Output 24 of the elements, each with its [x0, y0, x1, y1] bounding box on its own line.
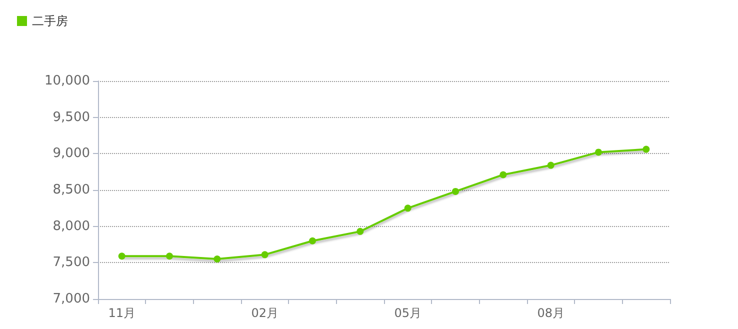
x-tick-label: 05月 [394, 306, 422, 320]
legend-label: 二手房 [32, 14, 68, 28]
point [500, 171, 507, 178]
point [404, 204, 412, 212]
point [547, 162, 554, 169]
x-tick-label: 11月 [108, 306, 136, 320]
y-tick-label: 9,500 [52, 110, 90, 125]
x-tick-label: 08月 [537, 306, 564, 320]
y-tick-label: 10,000 [44, 74, 90, 88]
point [452, 188, 459, 195]
point [642, 146, 650, 153]
point [356, 228, 364, 235]
x-tick-label: 02月 [251, 306, 278, 320]
point [118, 252, 126, 260]
y-tick-label: 7,500 [52, 255, 90, 270]
point [166, 252, 173, 260]
point [309, 237, 316, 244]
point [595, 148, 602, 156]
y-tick-label: 8,000 [52, 218, 90, 234]
y-tick-label: 7,000 [52, 292, 90, 306]
point [261, 251, 268, 258]
point [214, 256, 221, 263]
y-tick-label: 8,500 [52, 182, 90, 198]
y-tick-label: 9,000 [52, 146, 90, 162]
